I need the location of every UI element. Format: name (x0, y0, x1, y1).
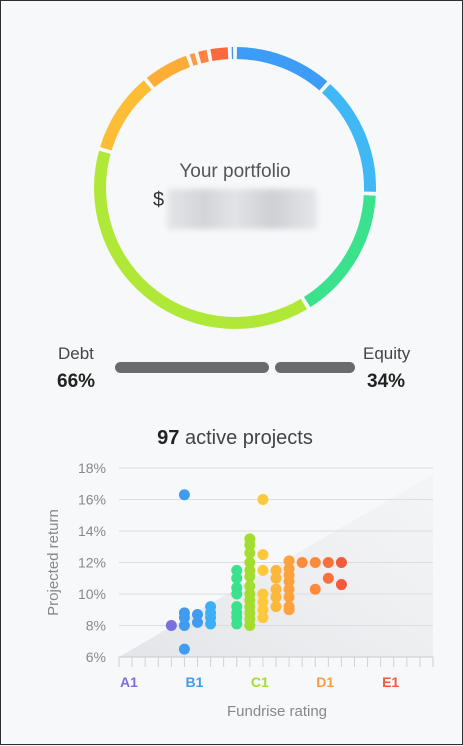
scatter-point (192, 609, 203, 620)
scatter-point (231, 612, 242, 623)
donut-segment-8 (211, 53, 228, 55)
donut-segment-6 (192, 59, 197, 60)
y-tick-label: 8% (86, 618, 106, 634)
donut-segment-7 (200, 56, 208, 58)
portfolio-label: Your portfolio (1, 161, 463, 183)
scatter-point (205, 607, 216, 618)
debt-value: 66% (57, 371, 95, 393)
scatter-point (297, 557, 308, 568)
scatter-point (323, 573, 334, 584)
scatter-point (284, 563, 295, 574)
scatter-point (284, 555, 295, 566)
x-tick-label-c1: C1 (251, 674, 269, 690)
donut-segment-4 (106, 85, 148, 149)
scatter-point (192, 617, 203, 628)
scatter-point (179, 489, 190, 500)
scatter-point (284, 604, 295, 615)
scatter-point (205, 612, 216, 623)
scatter-point (244, 607, 255, 618)
scatter-point (271, 565, 282, 576)
scatter-point (257, 549, 268, 560)
scatter-point (244, 540, 255, 551)
currency-symbol: $ (153, 189, 164, 212)
scatter-point (179, 620, 190, 631)
scatter-point (284, 570, 295, 581)
scatter-point (205, 601, 216, 612)
scatter-point (231, 589, 242, 600)
scatter-point (244, 614, 255, 625)
scatter-point (244, 533, 255, 544)
equity-value: 34% (367, 371, 405, 393)
scatter-point (257, 604, 268, 615)
scatter-point (244, 571, 255, 582)
scatter-point (179, 607, 190, 618)
scatter-point (310, 557, 321, 568)
scatter-point (271, 601, 282, 612)
scatter-point (231, 618, 242, 629)
scatter-point (323, 557, 334, 568)
scatter-point (271, 584, 282, 595)
scatter-point (310, 584, 321, 595)
debt-bar (115, 362, 269, 373)
portfolio-amount-blurred (167, 189, 317, 229)
x-axis-title: Fundrise rating (1, 703, 463, 720)
y-tick-label: 16% (78, 492, 106, 508)
x-tick-label-d1: D1 (316, 674, 334, 690)
scatter-point (284, 576, 295, 587)
x-tick-label-a1: A1 (120, 674, 138, 690)
y-axis-title: Projected return (45, 509, 62, 616)
scatter-point (271, 573, 282, 584)
scatter-point (257, 494, 268, 505)
scatter-point (166, 620, 177, 631)
scatter-point (179, 644, 190, 655)
donut-segment-0 (237, 53, 323, 86)
scatter-point (257, 565, 268, 576)
scatter-point (231, 607, 242, 618)
scatter-point (231, 601, 242, 612)
scatter-point (284, 592, 295, 603)
y-tick-label: 18% (78, 460, 106, 476)
scatter-point (244, 620, 255, 631)
x-tick-label-e1: E1 (382, 674, 399, 690)
scatter-point (244, 548, 255, 559)
equity-bar (275, 362, 355, 373)
scatter-point (336, 557, 347, 568)
equity-label: Equity (363, 344, 410, 364)
projects-heading: 97 active projects (1, 427, 463, 450)
scatter-point (179, 612, 190, 623)
scatter-point (231, 565, 242, 576)
scatter-point (205, 618, 216, 629)
y-tick-label: 12% (78, 555, 106, 571)
scatter-point (244, 557, 255, 568)
scatter-point (336, 579, 347, 590)
y-tick-label: 14% (78, 523, 106, 539)
scatter-point (244, 589, 255, 600)
donut-segment-5 (151, 61, 188, 82)
debt-label: Debt (58, 344, 94, 364)
scatter-point (231, 582, 242, 593)
x-tick-label-b1: B1 (185, 674, 203, 690)
scatter-point (244, 595, 255, 606)
scatter-point (284, 601, 295, 612)
projects-suffix: active projects (185, 427, 313, 449)
scatter-point (271, 592, 282, 603)
scatter-point (257, 589, 268, 600)
scatter-point (284, 584, 295, 595)
y-tick-label: 10% (78, 586, 106, 602)
scatter-point (257, 612, 268, 623)
scatter-point (231, 573, 242, 584)
projects-count: 97 (157, 427, 179, 449)
y-tick-label: 6% (86, 649, 106, 665)
scatter-point (244, 565, 255, 576)
scatter-point (244, 581, 255, 592)
scatter-point (257, 596, 268, 607)
risk-return-band (119, 474, 433, 657)
scatter-point (244, 601, 255, 612)
